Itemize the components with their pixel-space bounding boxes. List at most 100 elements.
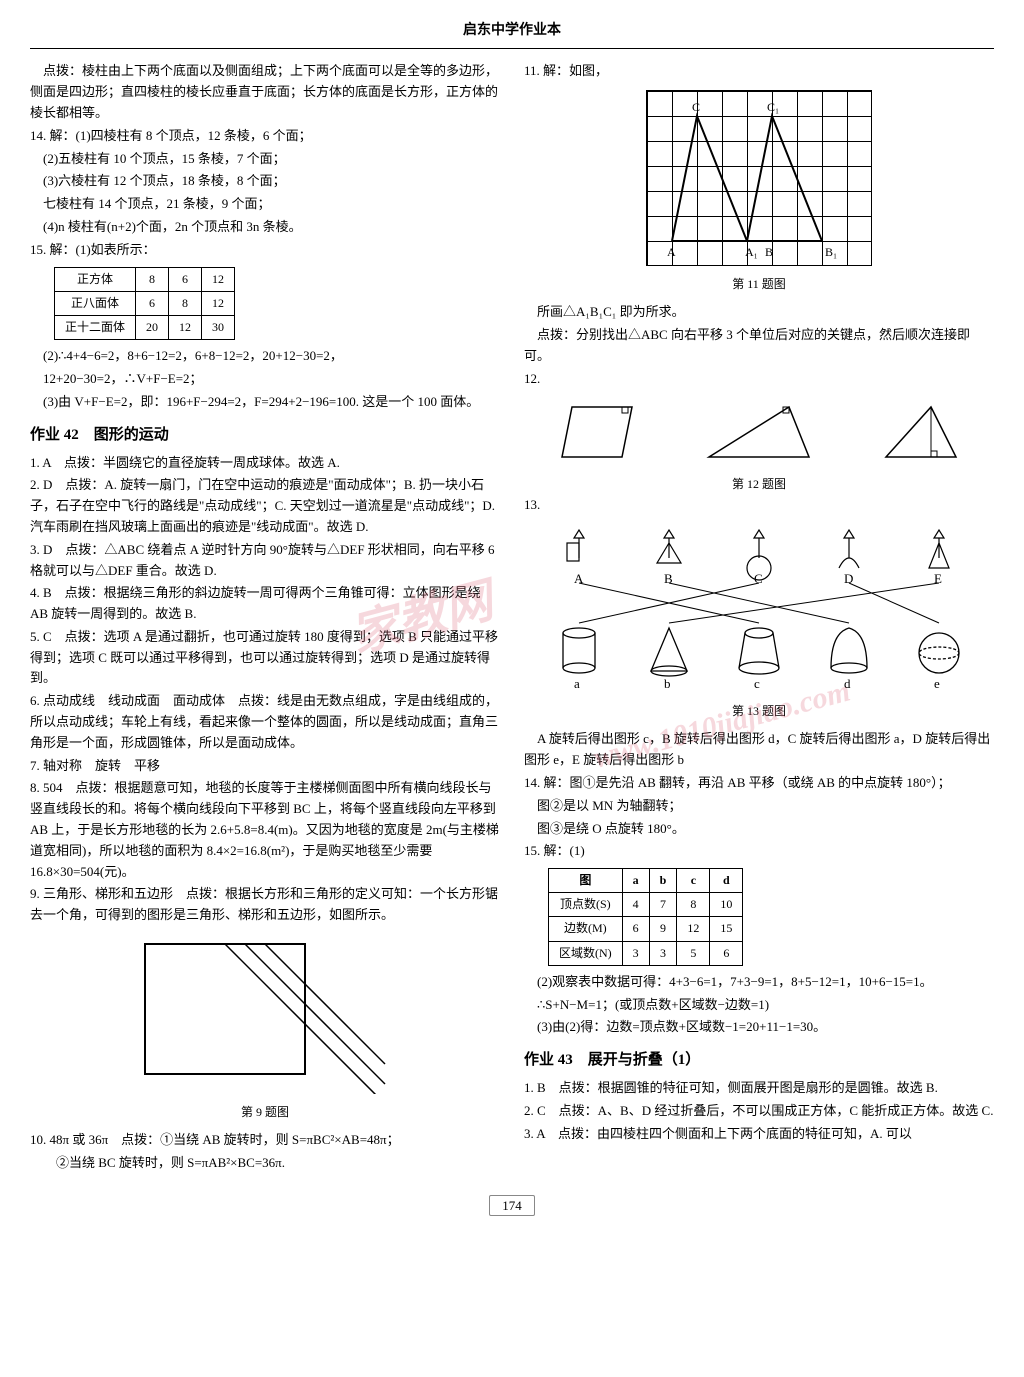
answer-9: 9. 三角形、梯形和五边形 点拨：根据长方形和三角形的定义可知：一个长方形锯去一… xyxy=(30,884,500,926)
q11-hint: 点拨：分别找出△ABC 向右平移 3 个单位后对应的关键点，然后顺次连接即可。 xyxy=(524,325,994,367)
q15r-line2b: ∴S+N−M=1；(或顶点数+区域数−边数=1) xyxy=(524,995,994,1016)
cell: 5 xyxy=(677,941,710,965)
table-row: 边数(M) 6 9 12 15 xyxy=(549,917,743,941)
q11-body: 所画△A₁B₁C₁ 即为所求。 xyxy=(524,302,994,323)
cell: 正十二面体 xyxy=(55,315,136,339)
cell: 3 xyxy=(622,941,649,965)
figure-12-caption: 第 12 题图 xyxy=(524,475,994,494)
page-number: 174 xyxy=(30,1196,994,1217)
q15-line3: (3)由 V+F−E=2，即：196+F−294=2，F=294+2−196=1… xyxy=(30,392,500,413)
cell: 9 xyxy=(649,917,677,941)
q11-head: 11. 解：如图， xyxy=(524,61,994,82)
cell: 6 xyxy=(710,941,743,965)
q15r-head: 15. 解：(1) xyxy=(524,841,994,862)
q13-body: A 旋转后得出图形 c，B 旋转后得出图形 d，C 旋转后得出图形 a，D 旋转… xyxy=(524,729,994,771)
answer-3: 3. D 点拨：△ABC 绕着点 A 逆时针方向 90°旋转与△DEF 形状相同… xyxy=(30,540,500,582)
page-header: 启东中学作业本 xyxy=(30,20,994,49)
cell: 20 xyxy=(136,315,169,339)
table-row: 正方体 8 6 12 xyxy=(55,267,235,291)
figure-11: A C A₁ C₁ B B₁ 第 11 题图 xyxy=(524,90,994,294)
svg-text:B₁: B₁ xyxy=(825,245,837,259)
cell: 12 xyxy=(677,917,710,941)
figure-13-caption: 第 13 题图 xyxy=(524,702,994,721)
q14-line4: 七棱柱有 14 个顶点，21 条棱，9 个面； xyxy=(30,194,500,215)
table-row: 正八面体 6 8 12 xyxy=(55,291,235,315)
cell: 8 xyxy=(136,267,169,291)
parallelogram-icon xyxy=(552,397,642,467)
rotation-matching-icon: A B C D E xyxy=(539,523,979,693)
cell: 12 xyxy=(202,291,235,315)
table-row: 区域数(N) 3 3 5 6 xyxy=(549,941,743,965)
figure-13: A B C D E xyxy=(524,523,994,721)
q15r-line2: (2)观察表中数据可得：4+3−6=1，7+3−9=1，8+5−12=1，10+… xyxy=(524,972,994,993)
cell: b xyxy=(649,869,677,893)
q14-line1: 14. 解：(1)四棱柱有 8 个顶点，12 条棱，6 个面； xyxy=(30,126,500,147)
answer-4: 4. B 点拨：根据绕三角形的斜边旋转一周可得两个三角锥可得：立体图形是绕 AB… xyxy=(30,583,500,625)
q14-line2: (2)五棱柱有 10 个顶点，15 条棱，7 个面； xyxy=(30,149,500,170)
answer-8: 8. 504 点拨：根据题意可知，地毯的长度等于主楼梯侧面图中所有横向线段长与竖… xyxy=(30,778,500,882)
right-column: 11. 解：如图， A C A₁ C₁ B B₁ 第 11 题图 所画△A₁B₁… xyxy=(524,61,994,1175)
svg-text:A₁: A₁ xyxy=(745,245,758,259)
svg-text:B: B xyxy=(765,245,773,259)
triangle-icon xyxy=(699,397,819,467)
cell: 12 xyxy=(202,267,235,291)
q12-head: 12. xyxy=(524,369,994,390)
table-row-header: 图 a b c d xyxy=(549,869,743,893)
svg-text:b: b xyxy=(664,676,671,691)
graph-table: 图 a b c d 顶点数(S) 4 7 8 10 边数(M) 6 9 12 1… xyxy=(548,868,743,966)
cell: c xyxy=(677,869,710,893)
figure-9: 第 9 题图 xyxy=(30,934,500,1122)
svg-text:d: d xyxy=(844,676,851,691)
figure-11-caption: 第 11 题图 xyxy=(524,275,994,294)
answer-10: 10. 48π 或 36π 点拨：①当绕 AB 旋转时，则 S=πBC²×AB=… xyxy=(30,1130,500,1151)
q15r-line3: (3)由(2)得：边数=顶点数+区域数−1=20+11−1=30。 xyxy=(524,1017,994,1038)
cell: 10 xyxy=(710,893,743,917)
cell: 区域数(N) xyxy=(549,941,623,965)
answer-6: 6. 点动成线 线动成面 面动成体 点拨：线是由无数点组成，字是由线组成的，所以… xyxy=(30,691,500,753)
cell: 6 xyxy=(169,267,202,291)
svg-text:C: C xyxy=(692,100,700,114)
q14r-line1: 14. 解：图①是先沿 AB 翻转，再沿 AB 平移（或绕 AB 的中点旋转 1… xyxy=(524,773,994,794)
cell: 8 xyxy=(169,291,202,315)
q14r-line3: 图③是绕 O 点旋转 180°。 xyxy=(524,819,994,840)
svg-text:A: A xyxy=(667,245,676,259)
content-columns: 家教网 www.1010jiajiao.com 点拨：棱柱由上下两个底面以及侧面… xyxy=(30,61,994,1175)
cell: 15 xyxy=(710,917,743,941)
right-triangle-icon xyxy=(876,397,966,467)
q15-line2: (2)∴4+4−6=2，8+6−12=2，6+8−12=2，20+12−30=2… xyxy=(30,346,500,367)
figure-12 xyxy=(524,397,994,467)
section-43-title: 作业 43 展开与折叠（1） xyxy=(524,1048,994,1072)
q15-line2b: 12+20−30=2，∴V+F−E=2； xyxy=(30,369,500,390)
answer-10b: ②当绕 BC 旋转时，则 S=πAB²×BC=36π. xyxy=(30,1153,500,1174)
cell: 顶点数(S) xyxy=(549,893,623,917)
q14-line3: (3)六棱柱有 12 个顶点，18 条棱，8 个面； xyxy=(30,171,500,192)
cell: 4 xyxy=(622,893,649,917)
cell: 正方体 xyxy=(55,267,136,291)
grid-figure: A C A₁ C₁ B B₁ xyxy=(646,90,872,266)
q14r-line2: 图②是以 MN 为轴翻转； xyxy=(524,796,994,817)
svg-text:C₁: C₁ xyxy=(767,100,779,114)
svg-text:e: e xyxy=(934,676,940,691)
cell: a xyxy=(622,869,649,893)
q14-line5: (4)n 棱柱有(n+2)个面，2n 个顶点和 3n 条棱。 xyxy=(30,217,500,238)
answer-7: 7. 轴对称 旋转 平移 xyxy=(30,756,500,777)
cell: 正八面体 xyxy=(55,291,136,315)
cell: 6 xyxy=(136,291,169,315)
cell: 边数(M) xyxy=(549,917,623,941)
figure-9-caption: 第 9 题图 xyxy=(30,1103,500,1122)
intro-text: 点拨：棱柱由上下两个底面以及侧面组成；上下两个底面可以是全等的多边形，侧面是四边… xyxy=(30,61,500,123)
section-42-title: 作业 42 图形的运动 xyxy=(30,423,500,447)
cell: 30 xyxy=(202,315,235,339)
page-number-value: 174 xyxy=(489,1195,535,1216)
svg-text:c: c xyxy=(754,676,760,691)
table-row: 正十二面体 20 12 30 xyxy=(55,315,235,339)
rect-diagonal-icon xyxy=(135,934,395,1094)
polyhedra-table: 正方体 8 6 12 正八面体 6 8 12 正十二面体 20 12 30 xyxy=(54,267,235,341)
cell: d xyxy=(710,869,743,893)
answer-1: 1. A 点拨：半圆绕它的直径旋转一周成球体。故选 A. xyxy=(30,453,500,474)
answer-b1: 1. B 点拨：根据圆锥的特征可知，侧面展开图是扇形的是圆锥。故选 B. xyxy=(524,1078,994,1099)
cell: 12 xyxy=(169,315,202,339)
answer-2: 2. D 点拨：A. 旋转一扇门，门在空中运动的痕迹是"面动成体"；B. 扔一块… xyxy=(30,475,500,537)
cell: 3 xyxy=(649,941,677,965)
answer-b3: 3. A 点拨：由四棱柱四个侧面和上下两个底面的特征可知，A. 可以 xyxy=(524,1124,994,1145)
